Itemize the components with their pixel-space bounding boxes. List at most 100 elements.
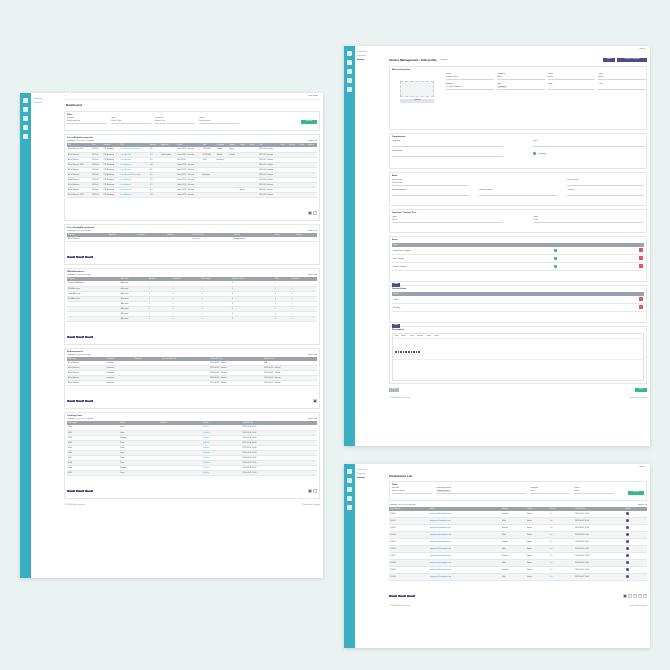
table-icon[interactable] bbox=[418, 351, 420, 353]
search-button[interactable]: Search bbox=[628, 491, 644, 495]
table-row[interactable]: Bill of Fixtures 2021-04 ITB Bandung Loan A… bbox=[67, 152, 317, 158]
table-row[interactable]: P-0009 participant@example.com Female Activ… bbox=[389, 566, 647, 574]
name-input[interactable]: Search name bbox=[436, 489, 526, 494]
table-row[interactable]: 0010 Done Edit link 2021-06-01 10:00 bbox=[67, 470, 317, 476]
checkbox-icon[interactable] bbox=[554, 256, 558, 260]
table-row[interactable]: Bill of Fixtures 2021-04 ITB Bandung Loan A… bbox=[67, 177, 317, 183]
table-row[interactable]: Allocated 1 1 1 0 1 1 bbox=[67, 316, 317, 322]
table-row[interactable]: 0006 Done Edit link 2021-06-01 10:00 bbox=[67, 450, 317, 456]
table-row[interactable]: 0005 Done Edit link 2021-06-01 10:00 bbox=[67, 445, 317, 451]
back-button[interactable]: Back bbox=[389, 388, 399, 392]
table-row[interactable]: Bill of Fixtures Excluded Not Applicable bbox=[67, 236, 317, 242]
table-row[interactable]: Bill of Fixtures 2021-04 ITB Bandung Loan A… bbox=[67, 182, 317, 188]
editor-menu-item[interactable]: Table bbox=[426, 335, 431, 337]
align-left-icon[interactable] bbox=[402, 351, 405, 353]
table-row[interactable]: P-0005 participant@example.com Female Activ… bbox=[389, 538, 647, 546]
table-row[interactable]: 0004 Done Edit link 2021-06-01 10:00 bbox=[67, 440, 317, 446]
prev-button[interactable]: Prev bbox=[398, 595, 406, 597]
gear-icon[interactable] bbox=[347, 87, 352, 92]
delete-icon[interactable] bbox=[639, 305, 643, 309]
view-icon[interactable] bbox=[625, 575, 629, 578]
italic-icon[interactable] bbox=[397, 351, 400, 353]
editor-menu-item[interactable]: Edit bbox=[395, 335, 399, 337]
table-row[interactable]: RDA Allocation Allocated 1 1 1 0 1 1 bbox=[67, 286, 317, 292]
page-1[interactable]: 1 bbox=[308, 488, 312, 493]
first-button[interactable]: First bbox=[67, 400, 75, 402]
prev-button[interactable]: Prev bbox=[76, 256, 84, 258]
first-button[interactable]: First bbox=[67, 489, 75, 492]
table-row[interactable]: Bill of Fixtures Institution 2021-06-01 / … bbox=[67, 365, 317, 371]
next-button[interactable]: Next bbox=[407, 595, 415, 597]
category-select[interactable]: Select bbox=[530, 489, 570, 494]
save-button[interactable]: Save bbox=[603, 58, 615, 62]
table-row[interactable]: Bill of Fixtures Institution 2021-06-01 / … bbox=[67, 360, 317, 366]
first-button[interactable]: First bbox=[389, 595, 397, 597]
chart-icon[interactable] bbox=[347, 60, 352, 65]
chart-icon[interactable] bbox=[23, 107, 28, 112]
checkbox-icon[interactable] bbox=[554, 264, 558, 268]
page-2[interactable]: 2 bbox=[313, 210, 317, 215]
bank-select[interactable]: Select bank bbox=[392, 181, 470, 186]
user-icon[interactable] bbox=[23, 125, 28, 130]
page-size-select[interactable]: Show 10 ▾ bbox=[637, 504, 647, 506]
view-icon[interactable] bbox=[625, 568, 629, 571]
org-type-select[interactable] bbox=[533, 142, 644, 147]
address-input[interactable]: Jl. Jend. Sudirman bbox=[446, 85, 494, 90]
table-row[interactable]: 0001 Done Edit link 2021-06-01 10:00 bbox=[67, 425, 317, 431]
holder-input[interactable] bbox=[479, 191, 557, 196]
table-row[interactable]: Pool Fund Allocation Allocated 1 1 1 0 1 1 bbox=[67, 281, 317, 287]
table-row[interactable]: Bill of Fixtures 2021-04 ITB Bandung Loan A… bbox=[67, 172, 317, 178]
year-select[interactable]: Select Year bbox=[155, 119, 195, 124]
table-row[interactable]: Allocated 1 1 1 0 1 1 bbox=[67, 306, 317, 312]
currency-select[interactable] bbox=[566, 191, 644, 196]
table-row[interactable]: 0009 Pending Edit link 2021-06-01 10:00 bbox=[67, 465, 317, 471]
page-2[interactable]: 2 bbox=[628, 594, 632, 598]
table-row[interactable]: 0003 Pending Edit link 2021-06-01 10:00 bbox=[67, 435, 317, 441]
nav-item-settings[interactable]: Settings bbox=[357, 477, 365, 479]
type-select[interactable]: Select bbox=[598, 75, 646, 80]
page-size-select[interactable]: Show 10 ▾ bbox=[307, 229, 317, 232]
delete-icon[interactable] bbox=[639, 297, 643, 301]
page-3[interactable]: 3 bbox=[633, 594, 637, 598]
table-row[interactable]: Bill of Fixtures 2021 2021-04 ITB Bandung L… bbox=[67, 192, 317, 198]
first-button[interactable]: First bbox=[67, 335, 75, 338]
add-service-button[interactable]: Add bbox=[392, 324, 400, 328]
page-1[interactable]: 1 bbox=[623, 594, 627, 598]
nav-item-dashboard[interactable]: Dashboard bbox=[33, 98, 43, 100]
table-row[interactable]: 0008 Done Edit link 2021-06-01 10:00 bbox=[67, 460, 317, 466]
list-icon[interactable] bbox=[410, 351, 413, 353]
table-row[interactable]: P-0003 participant@example.com Female Activ… bbox=[389, 524, 647, 532]
rich-text-editor[interactable]: Edit Insert View Format Table Tools bbox=[392, 333, 644, 381]
user-icon[interactable] bbox=[347, 496, 352, 501]
status-dropdown[interactable]: Active ▾ bbox=[440, 59, 448, 61]
table-row[interactable]: RDA Allocation Allocated 1 1 1 0 1 1 bbox=[67, 296, 317, 302]
page-size-select[interactable]: Show 10 ▾ bbox=[307, 140, 317, 142]
table-row[interactable]: P-0006 participant@example.com Male Active Y… bbox=[389, 545, 647, 553]
table-row[interactable]: P-0007 participant@example.com Female Activ… bbox=[389, 552, 647, 560]
editor-menu-item[interactable]: Format bbox=[416, 335, 424, 337]
institute-select[interactable]: Select institute bbox=[392, 489, 432, 494]
delete-icon[interactable] bbox=[639, 248, 643, 252]
cost-input[interactable] bbox=[598, 85, 646, 90]
nav-item-proposals[interactable]: Proposals bbox=[33, 102, 42, 104]
table-row[interactable]: Bill of Fixtures Institution 2021-06-01 / … bbox=[67, 370, 317, 376]
status-select[interactable]: Active bbox=[547, 75, 596, 80]
view-icon[interactable] bbox=[625, 526, 629, 529]
user-menu[interactable]: User name bbox=[308, 95, 318, 97]
align-center-icon[interactable] bbox=[405, 351, 407, 353]
folder-icon[interactable] bbox=[23, 116, 28, 121]
save-bottom-button[interactable]: Save bbox=[635, 388, 647, 392]
table-row[interactable]: Allocated 1 1 1 0 1 1 bbox=[67, 301, 317, 307]
image-icon[interactable] bbox=[415, 351, 418, 353]
delete-icon[interactable] bbox=[639, 264, 643, 268]
menu-icon[interactable]: ≡ bbox=[65, 95, 67, 97]
link-icon[interactable] bbox=[413, 351, 415, 353]
page-5[interactable]: 5 bbox=[643, 594, 647, 598]
home-icon[interactable] bbox=[347, 469, 352, 474]
underline-icon[interactable] bbox=[400, 351, 402, 353]
view-icon[interactable] bbox=[625, 533, 629, 536]
editor-menu-item[interactable]: View bbox=[409, 335, 414, 337]
table-row[interactable]: Bill of Fixtures Institution 2021-06-01 / … bbox=[67, 375, 317, 381]
table-row[interactable]: Bill of Fixtures 2021-04 ITB Bandung Loan A… bbox=[67, 187, 317, 193]
next-button[interactable]: Next bbox=[85, 489, 93, 492]
